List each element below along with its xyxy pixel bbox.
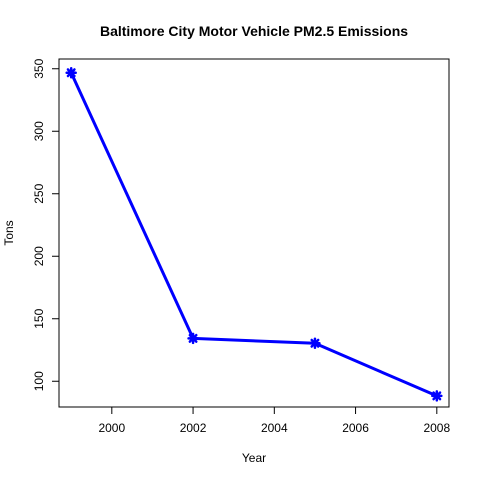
plot-frame	[58, 58, 450, 408]
y-axis: 100 150 200 250 300 350	[32, 58, 60, 391]
series-path	[69, 72, 438, 398]
series-line	[65, 67, 443, 402]
data-point	[431, 390, 443, 402]
data-point	[187, 332, 199, 345]
x-tick-label: 2008	[423, 421, 450, 435]
x-axis-label: Year	[242, 451, 266, 465]
y-tick-label: 200	[32, 246, 46, 266]
x-tick-label: 2000	[98, 421, 125, 435]
x-tick-label: 2002	[180, 421, 207, 435]
y-tick-label: 300	[32, 121, 46, 141]
x-tick-label: 2004	[261, 421, 288, 435]
data-point	[65, 67, 77, 79]
y-tick-label: 250	[32, 183, 46, 203]
x-tick-label: 2006	[342, 421, 369, 435]
y-tick-label: 350	[32, 58, 46, 78]
chart-title: Baltimore City Motor Vehicle PM2.5 Emiss…	[100, 23, 408, 39]
y-axis-label: Tons	[2, 220, 16, 245]
y-tick-label: 150	[32, 308, 46, 328]
data-point	[309, 337, 321, 349]
x-axis: 2000 2002 2004 2006 2008	[98, 406, 450, 435]
y-tick-label: 100	[32, 371, 46, 391]
